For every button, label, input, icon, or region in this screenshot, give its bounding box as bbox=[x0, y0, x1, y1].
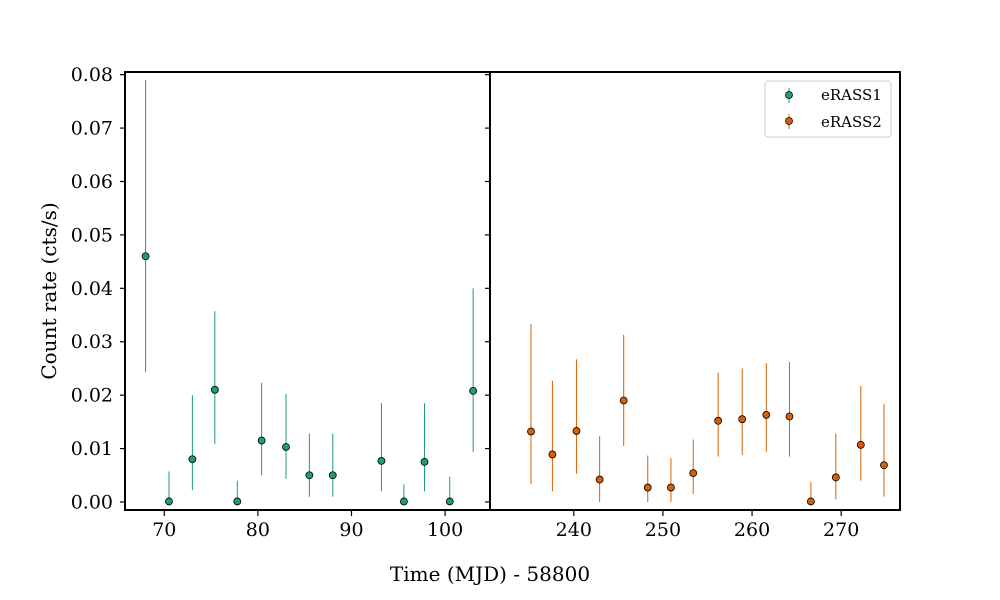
legend-erass2-label: eRASS2 bbox=[821, 113, 882, 131]
y-tick-label: 0.08 bbox=[71, 64, 113, 86]
erass1-point bbox=[188, 455, 197, 464]
erass2-point bbox=[714, 416, 723, 425]
erass1-point bbox=[257, 436, 266, 445]
right-panel-frame bbox=[489, 71, 901, 511]
y-tick-label: 0.02 bbox=[71, 385, 113, 407]
x-tick-label: 100 bbox=[427, 519, 463, 541]
x-axis-title: Time (MJD) - 58800 bbox=[390, 562, 590, 586]
y-tick-label: 0.07 bbox=[71, 118, 113, 140]
erass1-point bbox=[233, 497, 242, 506]
erass2-point bbox=[738, 415, 747, 424]
erass1-point bbox=[328, 471, 337, 480]
legend: eRASS1 eRASS2 bbox=[764, 80, 892, 138]
y-tick-label: 0.04 bbox=[71, 278, 113, 300]
x-tick-label: 270 bbox=[823, 519, 859, 541]
y-axis-title: Count rate (cts/s) bbox=[37, 202, 61, 379]
erass2-point bbox=[806, 497, 815, 506]
erass2-point bbox=[595, 475, 604, 484]
legend-box bbox=[764, 80, 892, 138]
erass2-point bbox=[527, 427, 535, 436]
erass2-point bbox=[785, 412, 794, 421]
erass2-point bbox=[619, 396, 628, 405]
erass2-point bbox=[548, 450, 557, 459]
x-tick-label: 250 bbox=[645, 519, 681, 541]
erass1-point bbox=[399, 497, 408, 506]
erass1-point bbox=[305, 471, 314, 480]
erass1-point bbox=[141, 252, 150, 261]
erass1-point bbox=[469, 386, 478, 395]
erass1-point bbox=[420, 458, 429, 466]
erass1-point bbox=[377, 456, 386, 465]
x-tick-label: 90 bbox=[339, 519, 363, 541]
erass2-point bbox=[572, 427, 581, 435]
erass2-point bbox=[643, 483, 652, 492]
y-tick-label: 0.00 bbox=[71, 491, 113, 513]
y-tick-label: 0.06 bbox=[71, 171, 113, 193]
left-panel-frame bbox=[124, 71, 491, 511]
erass2-point bbox=[831, 473, 840, 482]
erass2-point bbox=[667, 483, 675, 492]
erass2-point bbox=[762, 411, 771, 419]
legend-erass2-marker bbox=[785, 117, 793, 125]
erass1-point bbox=[445, 497, 454, 506]
erass1-point bbox=[210, 385, 219, 394]
x-tick-label: 240 bbox=[556, 519, 592, 541]
erass2-point bbox=[689, 469, 698, 478]
y-tick-label: 0.01 bbox=[71, 438, 113, 460]
erass1-point bbox=[165, 497, 173, 506]
x-tick-label: 80 bbox=[246, 519, 270, 541]
y-tick-label: 0.03 bbox=[71, 331, 113, 353]
erass2-point bbox=[880, 461, 888, 470]
legend-erass1-label: eRASS1 bbox=[821, 86, 882, 104]
legend-erass1-marker bbox=[785, 91, 793, 99]
y-tick-label: 0.05 bbox=[71, 224, 113, 246]
erass2-point bbox=[856, 440, 865, 449]
x-tick-label: 260 bbox=[734, 519, 770, 541]
erass1-point bbox=[282, 443, 290, 451]
x-tick-label: 70 bbox=[152, 519, 176, 541]
